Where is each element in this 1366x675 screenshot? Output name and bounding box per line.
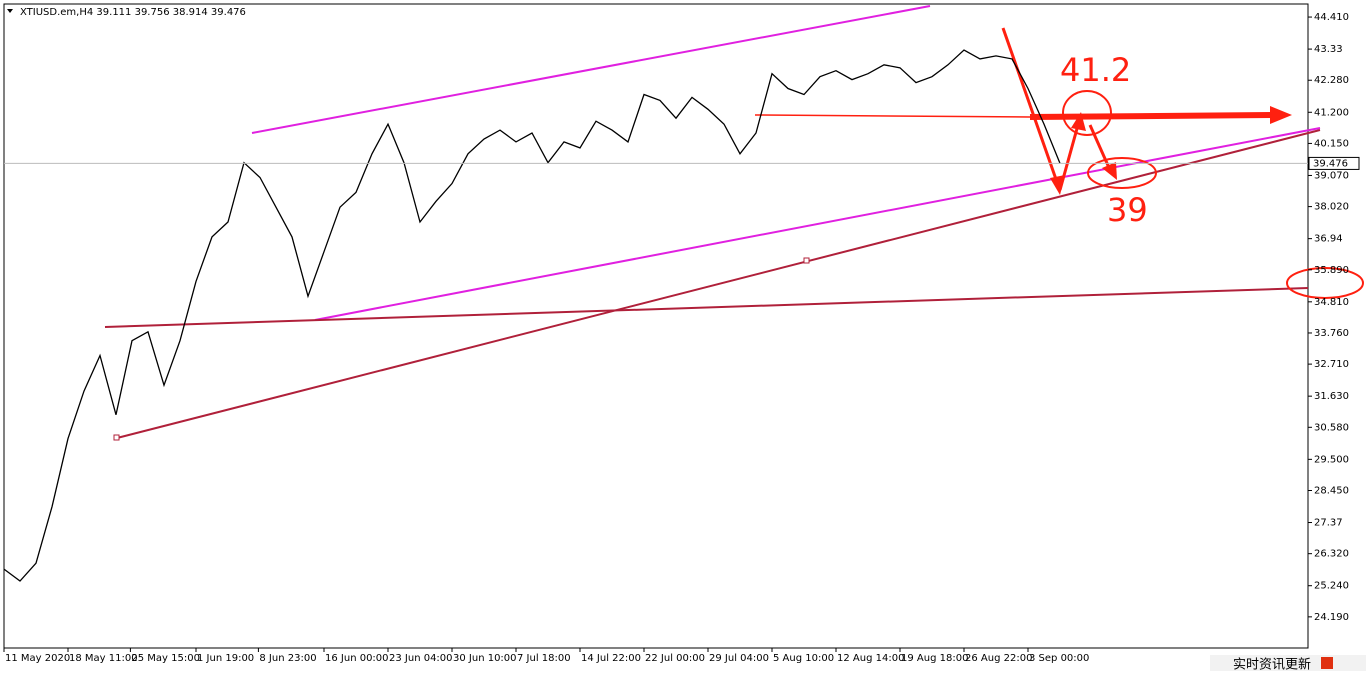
y-tick-label: 33.760 [1314,328,1349,339]
arrow [1001,27,1060,186]
last-price-box [1308,156,1360,170]
annotation: 41.2 [1060,51,1131,89]
x-tick-label: 3 Sep 00:00 [1029,653,1089,664]
y-tick-label: 40.150 [1314,138,1349,149]
channel-line [251,5,931,134]
y-tick-label: 29.500 [1314,454,1349,465]
y-tick-label: 28.450 [1314,485,1349,496]
news-icon[interactable] [1321,657,1333,669]
last-price-label: 39.476 [1313,158,1348,169]
x-tick-label: 26 Aug 22:00 [965,653,1032,664]
y-tick-label: 35.890 [1314,265,1349,276]
x-tick-label: 8 Jun 23:00 [259,653,316,664]
y-tick-label: 44.410 [1314,12,1349,23]
y-tick-label: 39.070 [1314,170,1349,181]
anchor [113,434,120,441]
y-tick-label: 31.630 [1314,391,1349,402]
x-tick-label: 14 Jul 22:00 [581,653,641,664]
y-tick-label: 38.020 [1314,202,1349,213]
x-tick-label: 12 Aug 14:00 [837,653,904,664]
x-tick-label: 7 Jul 18:00 [517,653,571,664]
arrowhead [1270,106,1292,124]
trend-line [104,287,1309,328]
x-tick-label: 16 Jun 00:00 [325,653,389,664]
x-tick-label: 25 May 15:00 [131,653,200,664]
price-line [3,49,1061,582]
x-tick-label: 19 Aug 18:00 [901,653,968,664]
highlight-circle [1062,90,1112,136]
y-tick-label: 36.94 [1314,234,1343,245]
level-line [754,114,1031,118]
highlight-circle [1286,267,1364,299]
drawings: 41.2 39 [3,5,1364,582]
arrow [1088,124,1112,171]
x-tick-label: 22 Jul 00:00 [645,653,705,664]
channel-line [314,127,1321,321]
x-tick-label: 5 Aug 10:00 [773,653,834,664]
y-tick-label: 32.710 [1314,359,1349,370]
arrow [1058,124,1080,191]
y-tick-label: 25.240 [1314,581,1349,592]
y-tick-label: 30.580 [1314,422,1349,433]
y-tick-label: 43.33 [1314,44,1343,55]
title-arrow [7,9,13,13]
y-tick-label: 34.810 [1314,297,1349,308]
arrowhead [1102,162,1117,180]
trend-line [116,129,1321,439]
plot-frame [3,3,1309,649]
arrowhead [1071,112,1086,131]
anchor [803,257,810,264]
y-tick-label: 27.37 [1314,518,1343,529]
arrow [1029,112,1276,120]
y-tick-label: 42.280 [1314,75,1349,86]
y-tick-label: 24.190 [1314,612,1349,623]
y-tick-label: 41.200 [1314,107,1349,118]
x-tick-label: 1 Jun 19:00 [197,653,254,664]
x-tick-label: 29 Jul 04:00 [709,653,769,664]
x-tick-label: 23 Jun 04:00 [389,653,453,664]
highlight-circle [1087,157,1157,189]
annotation: 39 [1107,191,1148,229]
status-text: 实时资讯更新 [1233,657,1311,672]
x-tick-label: 11 May 2020 [5,653,70,664]
chart-title: XTIUSD.em,H4 39.111 39.756 38.914 39.476 [20,7,246,18]
x-tick-label: 18 May 11:00 [69,653,138,664]
x-tick-label: 30 Jun 10:00 [453,653,517,664]
y-tick-label: 26.320 [1314,549,1349,560]
